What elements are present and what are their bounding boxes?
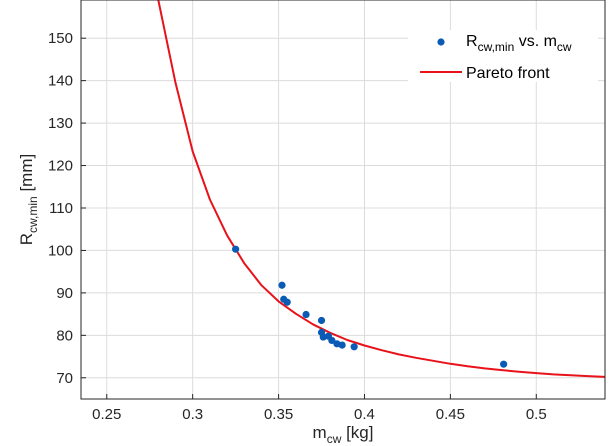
pareto-front-layer [157, 0, 605, 378]
y-tick-label: 110 [49, 200, 73, 217]
y-axis-title-sub: cw,min [26, 196, 40, 233]
x-axis-title-sub: cw [327, 432, 342, 446]
legend-scatter-marker [437, 38, 445, 46]
ticks [81, 37, 537, 399]
y-tick-label: 100 [48, 242, 73, 259]
y-tick-label: 130 [48, 115, 73, 132]
x-axis-title-unit: [kg] [341, 423, 373, 442]
scatter-point [302, 310, 310, 319]
scatter-point [278, 281, 286, 289]
scatter-point [283, 298, 291, 306]
y-tick-label: 70 [56, 370, 73, 387]
legend-label-scatter-b-sub: cw [557, 40, 572, 54]
y-tick-label: 140 [48, 73, 73, 90]
x-tick-label: 0.45 [436, 406, 465, 423]
legend-label-scatter-a: R [466, 33, 478, 50]
legend-label-pareto: Pareto front [466, 65, 550, 82]
scatter-points-layer [232, 245, 508, 368]
x-tick-labels: 0.25 0.3 0.35 0.4 0.45 0.5 [92, 406, 547, 423]
x-axis-title-base: m [313, 423, 327, 442]
scatter-point [328, 336, 336, 345]
legend-label-scatter-a-sub: cw,min [478, 40, 515, 54]
x-axis-title: mcw [kg] [313, 423, 374, 446]
y-tick-label: 150 [48, 30, 73, 47]
scatter-point [338, 341, 346, 349]
x-tick-label: 0.4 [354, 406, 375, 423]
y-axis-title-base: R [17, 233, 36, 245]
x-tick-label: 0.35 [264, 406, 293, 423]
scatter-point [232, 245, 240, 253]
y-tick-label: 90 [56, 285, 73, 302]
x-tick-label: 0.25 [92, 406, 121, 423]
scatter-point [500, 360, 508, 368]
y-axis-title-unit: [mm] [17, 154, 36, 197]
y-tick-label: 80 [56, 327, 73, 344]
scatter-point [350, 343, 358, 351]
y-tick-labels: 70 80 90 100 110 120 130 140 150 [48, 30, 73, 387]
y-axis-title: Rcw,min [mm] [17, 154, 40, 245]
scatter-point [317, 316, 326, 325]
y-tick-label: 120 [48, 158, 73, 175]
legend-label-scatter-mid: vs. m [514, 33, 557, 50]
x-tick-label: 0.3 [182, 406, 203, 423]
x-tick-label: 0.5 [526, 406, 547, 423]
plot-frame [80, 0, 606, 400]
legend-label-scatter: Rcw,min vs. mcw [466, 33, 572, 54]
legend: Rcw,min vs. mcw Pareto front [408, 30, 598, 82]
pareto-front-line [157, 0, 605, 378]
